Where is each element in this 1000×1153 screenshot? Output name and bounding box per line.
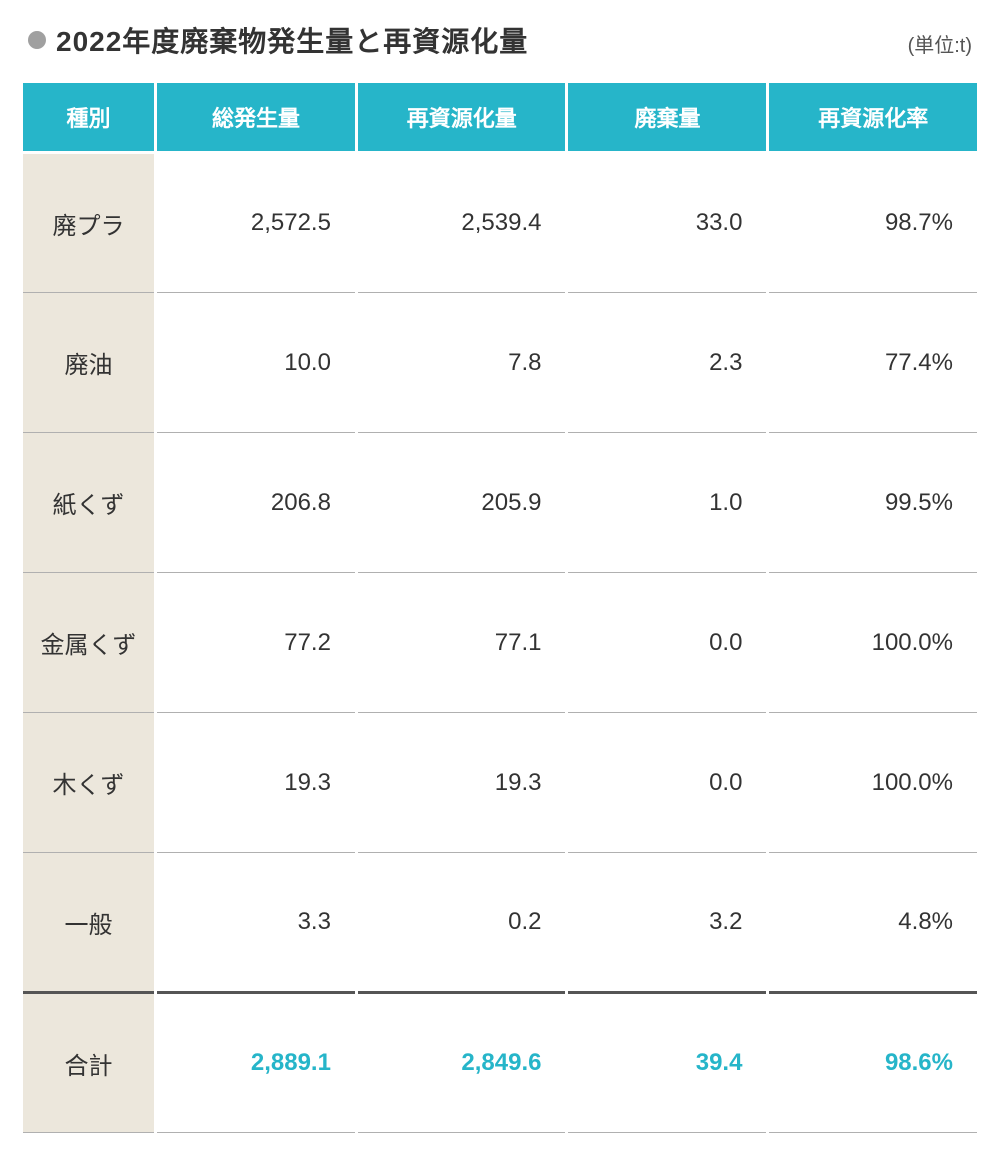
row-label: 金属くず <box>22 573 156 713</box>
table-row: 廃プラ 2,572.5 2,539.4 33.0 98.7% <box>22 153 979 293</box>
waste-table: 種別 総発生量 再資源化量 廃棄量 再資源化率 廃プラ 2,572.5 2,53… <box>20 80 980 1133</box>
cell-recycled: 77.1 <box>356 573 567 713</box>
cell-recycled: 19.3 <box>356 713 567 853</box>
row-label: 紙くず <box>22 433 156 573</box>
cell-total: 2,572.5 <box>155 153 356 293</box>
cell-waste: 0.0 <box>567 713 768 853</box>
cell-total: 77.2 <box>155 573 356 713</box>
table-row: 一般 3.3 0.2 3.2 4.8% <box>22 853 979 993</box>
total-total: 2,889.1 <box>155 993 356 1133</box>
cell-waste: 2.3 <box>567 293 768 433</box>
table-row: 紙くず 206.8 205.9 1.0 99.5% <box>22 433 979 573</box>
table-row: 金属くず 77.2 77.1 0.0 100.0% <box>22 573 979 713</box>
title-row: 2022年度廃棄物発生量と再資源化量 (単位:t) <box>20 20 980 60</box>
col-header-rate: 再資源化率 <box>768 82 979 153</box>
cell-recycled: 0.2 <box>356 853 567 993</box>
table-body: 廃プラ 2,572.5 2,539.4 33.0 98.7% 廃油 10.0 7… <box>22 153 979 1133</box>
col-header-type: 種別 <box>22 82 156 153</box>
cell-rate: 100.0% <box>768 573 979 713</box>
cell-total: 10.0 <box>155 293 356 433</box>
cell-rate: 77.4% <box>768 293 979 433</box>
cell-waste: 1.0 <box>567 433 768 573</box>
cell-rate: 100.0% <box>768 713 979 853</box>
cell-rate: 4.8% <box>768 853 979 993</box>
title-left: 2022年度廃棄物発生量と再資源化量 <box>28 20 528 60</box>
cell-waste: 3.2 <box>567 853 768 993</box>
unit-label: (単位:t) <box>908 29 972 60</box>
total-label: 合計 <box>22 993 156 1133</box>
cell-total: 19.3 <box>155 713 356 853</box>
row-label: 廃プラ <box>22 153 156 293</box>
cell-rate: 98.7% <box>768 153 979 293</box>
total-row: 合計 2,889.1 2,849.6 39.4 98.6% <box>22 993 979 1133</box>
col-header-waste: 廃棄量 <box>567 82 768 153</box>
cell-rate: 99.5% <box>768 433 979 573</box>
row-label: 一般 <box>22 853 156 993</box>
page-title: 2022年度廃棄物発生量と再資源化量 <box>56 20 528 60</box>
cell-total: 206.8 <box>155 433 356 573</box>
total-waste: 39.4 <box>567 993 768 1133</box>
row-label: 木くず <box>22 713 156 853</box>
row-label: 廃油 <box>22 293 156 433</box>
cell-total: 3.3 <box>155 853 356 993</box>
cell-recycled: 7.8 <box>356 293 567 433</box>
cell-waste: 0.0 <box>567 573 768 713</box>
table-row: 廃油 10.0 7.8 2.3 77.4% <box>22 293 979 433</box>
col-header-total: 総発生量 <box>155 82 356 153</box>
total-rate: 98.6% <box>768 993 979 1133</box>
bullet-icon <box>28 31 46 49</box>
cell-waste: 33.0 <box>567 153 768 293</box>
cell-recycled: 2,539.4 <box>356 153 567 293</box>
col-header-recycled: 再資源化量 <box>356 82 567 153</box>
cell-recycled: 205.9 <box>356 433 567 573</box>
table-row: 木くず 19.3 19.3 0.0 100.0% <box>22 713 979 853</box>
total-recycled: 2,849.6 <box>356 993 567 1133</box>
header-row: 種別 総発生量 再資源化量 廃棄量 再資源化率 <box>22 82 979 153</box>
